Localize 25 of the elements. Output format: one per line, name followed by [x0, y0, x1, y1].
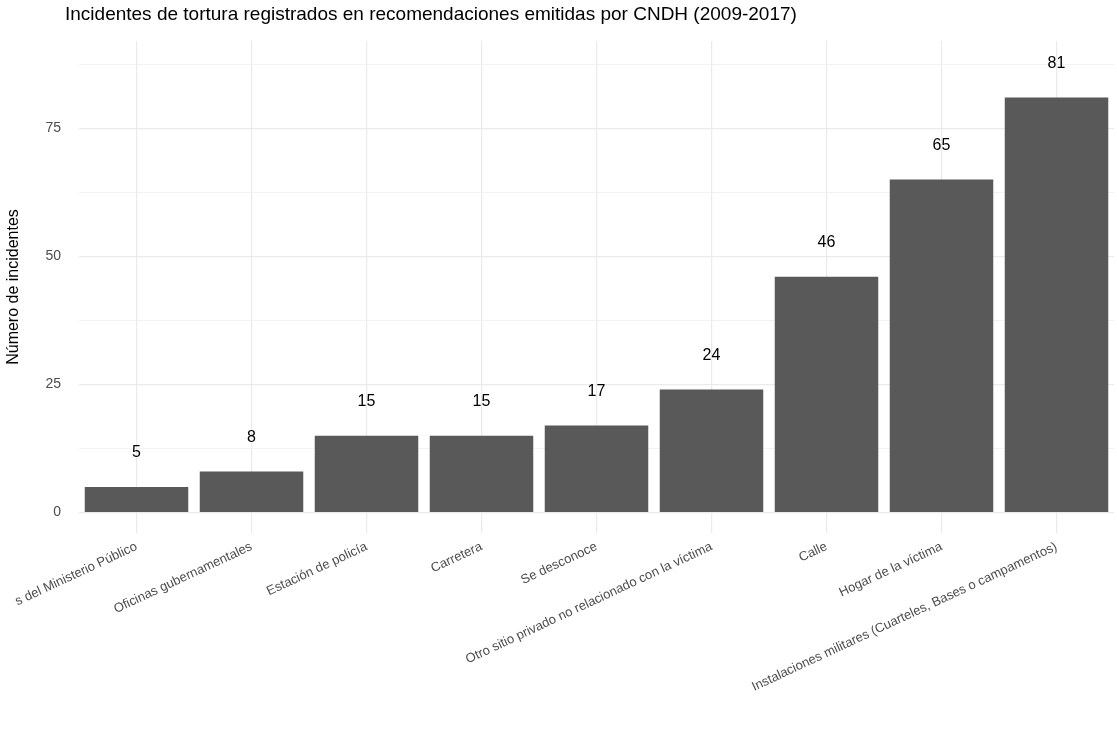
- data-label: 46: [817, 233, 836, 251]
- bar: [1004, 97, 1109, 512]
- data-label: 15: [472, 392, 491, 410]
- bar: [84, 486, 189, 512]
- data-label: 65: [932, 135, 951, 153]
- data-label: 81: [1047, 53, 1066, 71]
- y-axis-title: Número de incidentes: [4, 209, 22, 365]
- bar: [889, 179, 994, 512]
- bar: [774, 276, 879, 512]
- data-label: 17: [587, 381, 606, 399]
- data-label: 24: [702, 345, 721, 363]
- bar: [314, 435, 419, 512]
- x-tick-label: Calle: [796, 538, 830, 565]
- bar: [659, 389, 764, 512]
- bar: [199, 471, 304, 512]
- y-tick-label: 50: [45, 247, 62, 264]
- y-tick-label: 75: [45, 118, 62, 135]
- bar: [544, 425, 649, 512]
- y-tick-label: 0: [53, 503, 62, 520]
- chart-title: Incidentes de tortura registrados en recomendaciones emitidas por CNDH (2009-2017): [65, 3, 797, 25]
- data-label: 5: [132, 443, 142, 461]
- bar: [429, 435, 534, 512]
- y-tick-label: 25: [45, 375, 62, 392]
- data-label: 15: [357, 392, 376, 410]
- data-label: 8: [247, 427, 257, 445]
